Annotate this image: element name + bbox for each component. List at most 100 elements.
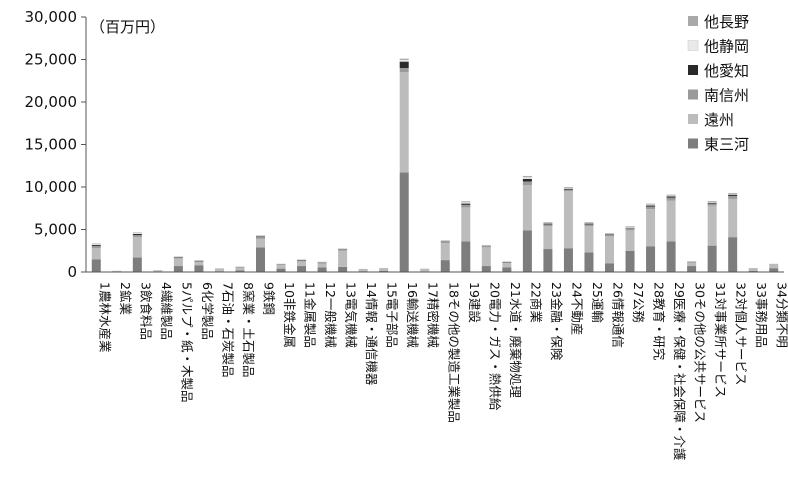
bar-segment [235, 267, 245, 268]
legend-swatch [688, 16, 698, 26]
x-tick-label: 15電子部品 [385, 282, 400, 348]
bar-segment [605, 233, 614, 234]
bar-segment [707, 201, 717, 203]
bar-segment [769, 268, 779, 272]
bar-segment [420, 269, 430, 272]
bar-segment [625, 228, 635, 231]
x-tick-label: 21水道・廃棄物処理 [508, 282, 523, 398]
x-tick-label: 26情報通信 [611, 282, 626, 348]
bar-segment [522, 185, 532, 231]
bar-segment [481, 247, 491, 267]
bar-segment [297, 260, 307, 262]
bar-segment [276, 264, 286, 269]
bar-segment [687, 266, 697, 272]
bar-segment [440, 240, 450, 242]
bar-segment [728, 194, 738, 196]
legend-swatch [688, 138, 698, 149]
x-tick-label: 16輸送機械 [405, 282, 420, 348]
bar-segment [481, 246, 491, 248]
bar-segment [646, 203, 656, 205]
x-tick-label: 12一般機械 [323, 282, 338, 348]
legend-swatch [688, 114, 698, 124]
bar-segment [522, 175, 532, 178]
bar-segment [728, 237, 738, 272]
bar-segment [625, 250, 635, 272]
y-tick-label: 20,000 [25, 93, 78, 111]
x-tick-label: 23金融・保険 [549, 282, 564, 361]
bar-segment [173, 266, 183, 272]
x-tick-label: 22商業 [528, 282, 543, 323]
x-tick-label: 27公務 [631, 282, 646, 323]
bar-segment [276, 268, 286, 272]
bar-segment [256, 236, 265, 238]
bar-segment [399, 59, 409, 62]
unit-label: （百万円） [90, 18, 165, 36]
bar-segment [256, 238, 265, 248]
bar-segment [440, 243, 450, 261]
bar-segment [358, 269, 368, 272]
x-tick-label: 32対個人サービス [734, 282, 749, 385]
bar-segment [522, 181, 532, 186]
legend-label: 他愛知 [704, 62, 749, 80]
x-tick-label: 28教育・研究 [652, 282, 667, 361]
bar-segment [728, 193, 738, 195]
y-tick-label: 0 [67, 263, 77, 281]
bar-segment [297, 261, 307, 267]
x-axis: 1農林水産業 2鉱業 3飲食料品 4繊維製品 5パルプ・紙・木製品 6化学製品 7石油・石炭… [86, 271, 788, 461]
bar-segment [584, 252, 594, 272]
bar-segment [666, 196, 676, 198]
bar-segment [605, 233, 614, 235]
x-tick-label: 25運輸 [590, 282, 605, 323]
bar-segment [625, 227, 635, 229]
bar-segment [461, 241, 471, 272]
bar-segment [379, 268, 389, 271]
bar-segment [461, 204, 471, 208]
bar-segment [687, 261, 697, 263]
x-tick-label: 30その他の公共サービス [693, 282, 708, 423]
x-tick-label: 13電気機械 [344, 282, 359, 348]
bar-segment [91, 259, 101, 272]
x-tick-label: 8窯業・土石製品 [241, 282, 256, 377]
y-axis: 0 5,000 10,000 15,000 20,000 25,000 30,000 [25, 8, 87, 281]
bar-segment [440, 241, 450, 244]
bar-segment [543, 249, 553, 272]
x-tick-label: 33事務用品 [754, 282, 769, 348]
bar-segment [543, 222, 553, 223]
bar-segment [522, 177, 532, 179]
bar-segment [194, 265, 204, 272]
bar-segment [605, 236, 614, 264]
bar-segment [399, 72, 409, 173]
x-tick-label: 11金属製品 [303, 282, 318, 348]
bar-segment [256, 247, 265, 272]
legend-swatch [688, 89, 698, 100]
x-tick-label: 1農林水産業 [97, 282, 112, 353]
legend-swatch [688, 65, 698, 75]
bar-segment [728, 198, 738, 238]
bar-segment [728, 192, 738, 194]
bar-segment [502, 267, 512, 272]
bar-segment [91, 244, 101, 246]
bar-segment [748, 268, 758, 271]
bar-segment [91, 243, 101, 245]
bar-segment [461, 207, 471, 242]
bar-segment [563, 191, 573, 249]
bar-segment [625, 226, 635, 227]
x-tick-label: 29医療・保健・社会保障・介護 [672, 282, 687, 461]
bar-segment [563, 248, 573, 272]
bar-segment [563, 187, 573, 189]
bar-segment [543, 226, 553, 250]
bar-segment [214, 269, 224, 272]
bar-segment [132, 233, 142, 235]
bar-segment [748, 270, 758, 272]
bar-segment [338, 249, 348, 251]
bar-segment [543, 223, 553, 225]
bar-segment [646, 204, 656, 206]
x-tick-label: 14情報・通信機器 [364, 282, 379, 386]
x-tick-label: 31対事業所サービス [713, 282, 728, 398]
x-tick-label: 6化学製品 [200, 282, 215, 340]
bar-segment [646, 246, 656, 272]
bar-segment [646, 206, 656, 210]
bar-segment [707, 202, 717, 204]
